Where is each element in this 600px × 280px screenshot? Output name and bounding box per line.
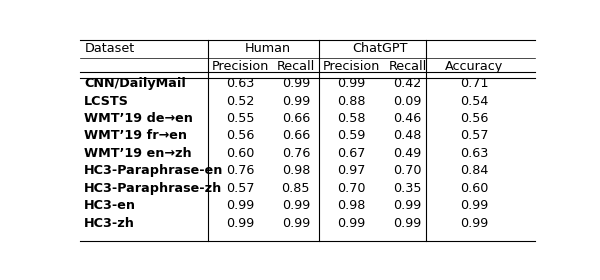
Text: 0.42: 0.42 — [394, 77, 422, 90]
Text: 0.97: 0.97 — [337, 164, 366, 177]
Text: 0.66: 0.66 — [282, 112, 310, 125]
Text: 0.58: 0.58 — [337, 112, 366, 125]
Text: 0.60: 0.60 — [226, 147, 254, 160]
Text: ChatGPT: ChatGPT — [352, 42, 407, 55]
Text: 0.56: 0.56 — [226, 129, 254, 143]
Text: WMT’19 de→en: WMT’19 de→en — [84, 112, 193, 125]
Text: 0.85: 0.85 — [281, 182, 310, 195]
Text: 0.59: 0.59 — [337, 129, 366, 143]
Text: 0.98: 0.98 — [281, 164, 310, 177]
Text: 0.56: 0.56 — [460, 112, 488, 125]
Text: 0.35: 0.35 — [393, 182, 422, 195]
Text: 0.98: 0.98 — [337, 199, 366, 212]
Text: Recall: Recall — [388, 60, 427, 73]
Text: Precision: Precision — [323, 60, 380, 73]
Text: 0.54: 0.54 — [460, 95, 488, 108]
Text: 0.49: 0.49 — [394, 147, 422, 160]
Text: LCSTS: LCSTS — [84, 95, 129, 108]
Text: 0.99: 0.99 — [394, 217, 422, 230]
Text: WMT’19 fr→en: WMT’19 fr→en — [84, 129, 187, 143]
Text: Human: Human — [245, 42, 291, 55]
Text: 0.99: 0.99 — [282, 77, 310, 90]
Text: Recall: Recall — [277, 60, 315, 73]
Text: 0.99: 0.99 — [282, 199, 310, 212]
Text: 0.46: 0.46 — [394, 112, 422, 125]
Text: 0.70: 0.70 — [393, 164, 422, 177]
Text: 0.76: 0.76 — [281, 147, 310, 160]
Text: 0.57: 0.57 — [460, 129, 488, 143]
Text: HC3-en: HC3-en — [84, 199, 136, 212]
Text: 0.99: 0.99 — [394, 199, 422, 212]
Text: 0.71: 0.71 — [460, 77, 488, 90]
Text: 0.48: 0.48 — [393, 129, 422, 143]
Text: 0.99: 0.99 — [282, 217, 310, 230]
Text: HC3-Paraphrase-en: HC3-Paraphrase-en — [84, 164, 224, 177]
Text: 0.52: 0.52 — [226, 95, 254, 108]
Text: 0.67: 0.67 — [337, 147, 366, 160]
Text: 0.99: 0.99 — [226, 217, 254, 230]
Text: 0.55: 0.55 — [226, 112, 254, 125]
Text: HC3-zh: HC3-zh — [84, 217, 135, 230]
Text: 0.84: 0.84 — [460, 164, 488, 177]
Text: 0.63: 0.63 — [460, 147, 488, 160]
Text: WMT’19 en→zh: WMT’19 en→zh — [84, 147, 192, 160]
Text: 0.99: 0.99 — [282, 95, 310, 108]
Text: 0.99: 0.99 — [338, 77, 366, 90]
Text: 0.99: 0.99 — [460, 217, 488, 230]
Text: 0.57: 0.57 — [226, 182, 254, 195]
Text: 0.63: 0.63 — [226, 77, 254, 90]
Text: 0.99: 0.99 — [338, 217, 366, 230]
Text: 0.66: 0.66 — [282, 129, 310, 143]
Text: Dataset: Dataset — [84, 42, 134, 55]
Text: Accuracy: Accuracy — [445, 60, 503, 73]
Text: 0.99: 0.99 — [226, 199, 254, 212]
Text: 0.60: 0.60 — [460, 182, 488, 195]
Text: HC3-Paraphrase-zh: HC3-Paraphrase-zh — [84, 182, 223, 195]
Text: CNN/DailyMail: CNN/DailyMail — [84, 77, 186, 90]
Text: 0.76: 0.76 — [226, 164, 254, 177]
Text: 0.99: 0.99 — [460, 199, 488, 212]
Text: 0.88: 0.88 — [337, 95, 366, 108]
Text: 0.70: 0.70 — [337, 182, 366, 195]
Text: 0.09: 0.09 — [393, 95, 422, 108]
Text: Precision: Precision — [211, 60, 269, 73]
